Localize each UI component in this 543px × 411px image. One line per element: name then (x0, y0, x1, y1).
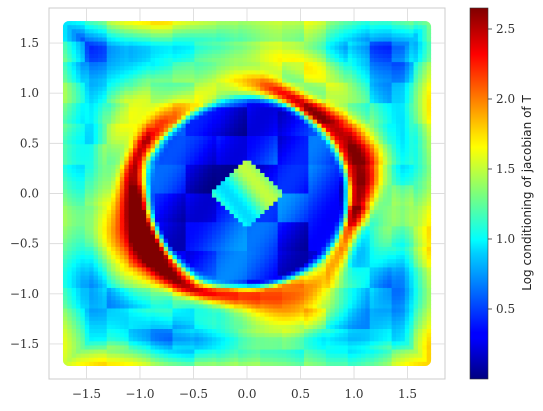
y-tick-label: 1.5 (20, 36, 39, 50)
colorbar (469, 7, 489, 380)
x-tick-label: 0.5 (291, 387, 310, 401)
colorbar-tick-label: 0.5 (496, 302, 515, 316)
x-tick-label: −1.5 (72, 387, 101, 401)
x-tick-label: 1.5 (398, 387, 417, 401)
colorbar-ticks: 0.5 1.0 1.5 2.0 2.5 (488, 22, 515, 316)
colorbar-tick-label: 1.5 (496, 162, 515, 176)
y-tick-label: −1.0 (10, 287, 39, 301)
x-tick-label: −0.5 (179, 387, 208, 401)
y-tick-label: 0.5 (20, 136, 39, 150)
y-tick-label: −1.5 (10, 337, 39, 351)
y-axis-ticks: 1.5 1.0 0.5 0.0 −0.5 −1.0 −1.5 (10, 36, 39, 351)
y-tick-label: 1.0 (20, 86, 39, 100)
colorbar-label: Log conditioning of jacobian of T (520, 95, 534, 291)
x-tick-label: 0.0 (237, 387, 256, 401)
x-tick-label: −1.0 (125, 387, 154, 401)
colorbar-tick-label: 2.5 (496, 22, 515, 36)
x-tick-label: 1.0 (344, 387, 363, 401)
colorbar-tick-label: 2.0 (496, 92, 515, 106)
heatmap-field (62, 21, 432, 366)
colorbar-tick-label: 1.0 (496, 232, 515, 246)
x-axis-ticks: −1.5 −1.0 −0.5 0.0 0.5 1.0 1.5 (72, 387, 417, 401)
y-tick-label: 0.0 (20, 187, 39, 201)
y-tick-label: −0.5 (10, 237, 39, 251)
